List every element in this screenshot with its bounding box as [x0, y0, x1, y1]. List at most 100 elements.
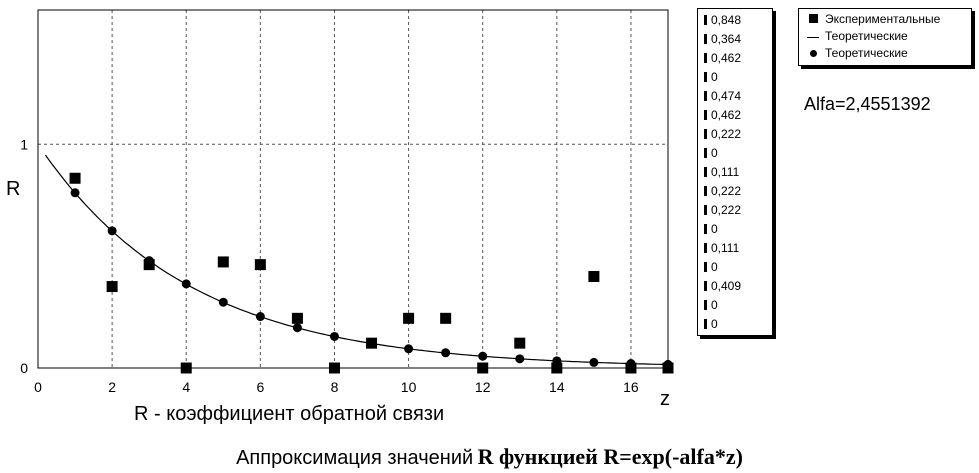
experimental-point [69, 172, 81, 184]
chart-caption: Аппроксимация значений R функцией R=exp(… [0, 444, 979, 470]
experimental-point [588, 270, 600, 282]
value-row: 0,462 [704, 106, 741, 124]
x-tick-label: 6 [256, 379, 264, 395]
value-row: 0,222 [704, 201, 741, 219]
x-tick-label: 12 [475, 379, 491, 395]
bar-marker-icon [704, 34, 707, 44]
chart-svg: 0 2 4 6 8 10 12 14 16 01 R z R - коэффициент обр… [6, 9, 674, 425]
bar-marker-icon [704, 129, 707, 139]
x-tick-label: 8 [331, 379, 339, 395]
theoretical-point [255, 312, 265, 322]
experimental-point [514, 337, 526, 349]
x-tick-label: 4 [182, 379, 190, 395]
bar-marker-icon [704, 319, 707, 329]
value-row: 0,364 [704, 30, 741, 48]
axes [37, 9, 669, 369]
experimental-point [625, 362, 637, 374]
value-text: 0 [711, 317, 718, 331]
theoretical-point [107, 226, 117, 236]
value-row: 0,474 [704, 87, 741, 105]
x-tick-labels: 0 2 4 6 8 10 12 14 16 [34, 379, 639, 395]
legend-item-experimental: Экспериментальные [807, 11, 940, 28]
grid-lines [38, 10, 668, 368]
legend-item-theoretical-points: Теоретические [807, 45, 908, 62]
x-tick-label: 0 [34, 379, 42, 395]
value-row: 0 [704, 315, 718, 333]
value-text: 0 [711, 298, 718, 312]
legend-item-theoretical-line: Теоретические [807, 28, 908, 45]
value-text: 0,222 [711, 127, 742, 141]
values-panel: 0,848 0,364 0,462 0 0,474 0,462 0,222 0 0,111 0,2… [697, 8, 773, 336]
value-row: 0 [704, 68, 718, 86]
value-text: 0 [711, 70, 718, 84]
bar-marker-icon [704, 53, 707, 63]
circle-marker-icon [807, 45, 819, 62]
legend-label: Теоретические [825, 46, 908, 60]
theoretical-point [181, 279, 191, 289]
theoretical-point [441, 348, 451, 358]
value-text: 0,222 [711, 203, 742, 217]
y-axis-title: R [6, 178, 20, 200]
theoretical-point [218, 297, 228, 307]
theoretical-point [589, 357, 599, 367]
theoretical-curve [44, 154, 669, 366]
theoretical-point [70, 188, 80, 198]
value-text: 0,474 [711, 89, 742, 103]
bar-marker-icon [704, 281, 707, 291]
experimental-point [477, 362, 489, 374]
experimental-point [328, 362, 340, 374]
bar-marker-icon [704, 186, 707, 196]
legend: Экспериментальные Теоретические Теоретич… [798, 8, 972, 66]
x-axis-caption: R - коэффициент обратной связи [134, 403, 444, 425]
value-row: 0,111 [704, 163, 739, 181]
square-marker-icon [807, 11, 819, 28]
bar-marker-icon [704, 72, 707, 82]
value-text: 0,111 [711, 165, 740, 179]
x-tick-label: 2 [108, 379, 116, 395]
caption-prefix: Аппроксимация значений [236, 447, 474, 469]
value-text: 0,462 [711, 51, 742, 65]
y-tick-label: 0 [20, 360, 28, 376]
value-text: 0 [711, 260, 718, 274]
x-tick-label: 16 [623, 379, 639, 395]
value-row: 0,462 [704, 49, 741, 67]
experimental-point [662, 362, 674, 374]
theoretical-point [329, 331, 339, 341]
experimental-point [291, 312, 303, 324]
value-text: 0,111 [711, 241, 740, 255]
theoretical-point [515, 354, 525, 364]
experimental-point [180, 362, 192, 374]
x-tick-label: 10 [401, 379, 417, 395]
bar-marker-icon [704, 300, 707, 310]
experimental-point [440, 312, 452, 324]
value-row: 0,111 [704, 239, 739, 257]
bar-marker-icon [704, 205, 707, 215]
theoretical-point [292, 323, 302, 333]
experimental-point [551, 362, 563, 374]
value-text: 0,409 [711, 279, 742, 293]
plot-frame [37, 9, 669, 369]
bar-marker-icon [704, 243, 707, 253]
caption-formula: R функцией R=exp(-alfa*z) [477, 444, 743, 469]
value-text: 0 [711, 222, 718, 236]
experimental-point [254, 259, 266, 271]
bar-marker-icon [704, 167, 707, 177]
value-row: 0 [704, 258, 718, 276]
value-text: 0,462 [711, 108, 742, 122]
value-text: 0 [711, 146, 718, 160]
value-row: 0 [704, 144, 718, 162]
value-row: 0,222 [704, 182, 741, 200]
theoretical-point [404, 344, 414, 354]
bar-marker-icon [704, 224, 707, 234]
y-tick-labels: 01 [20, 136, 28, 376]
value-row: 0 [704, 296, 718, 314]
x-axis-title: z [660, 388, 670, 410]
value-row: 0,222 [704, 125, 741, 143]
bar-marker-icon [704, 15, 707, 25]
experimental-point [106, 281, 118, 293]
bar-marker-icon [704, 91, 707, 101]
y-tick-label: 1 [20, 136, 28, 152]
experimental-points [69, 172, 674, 374]
bar-marker-icon [704, 110, 707, 120]
value-row: 0 [704, 220, 718, 238]
